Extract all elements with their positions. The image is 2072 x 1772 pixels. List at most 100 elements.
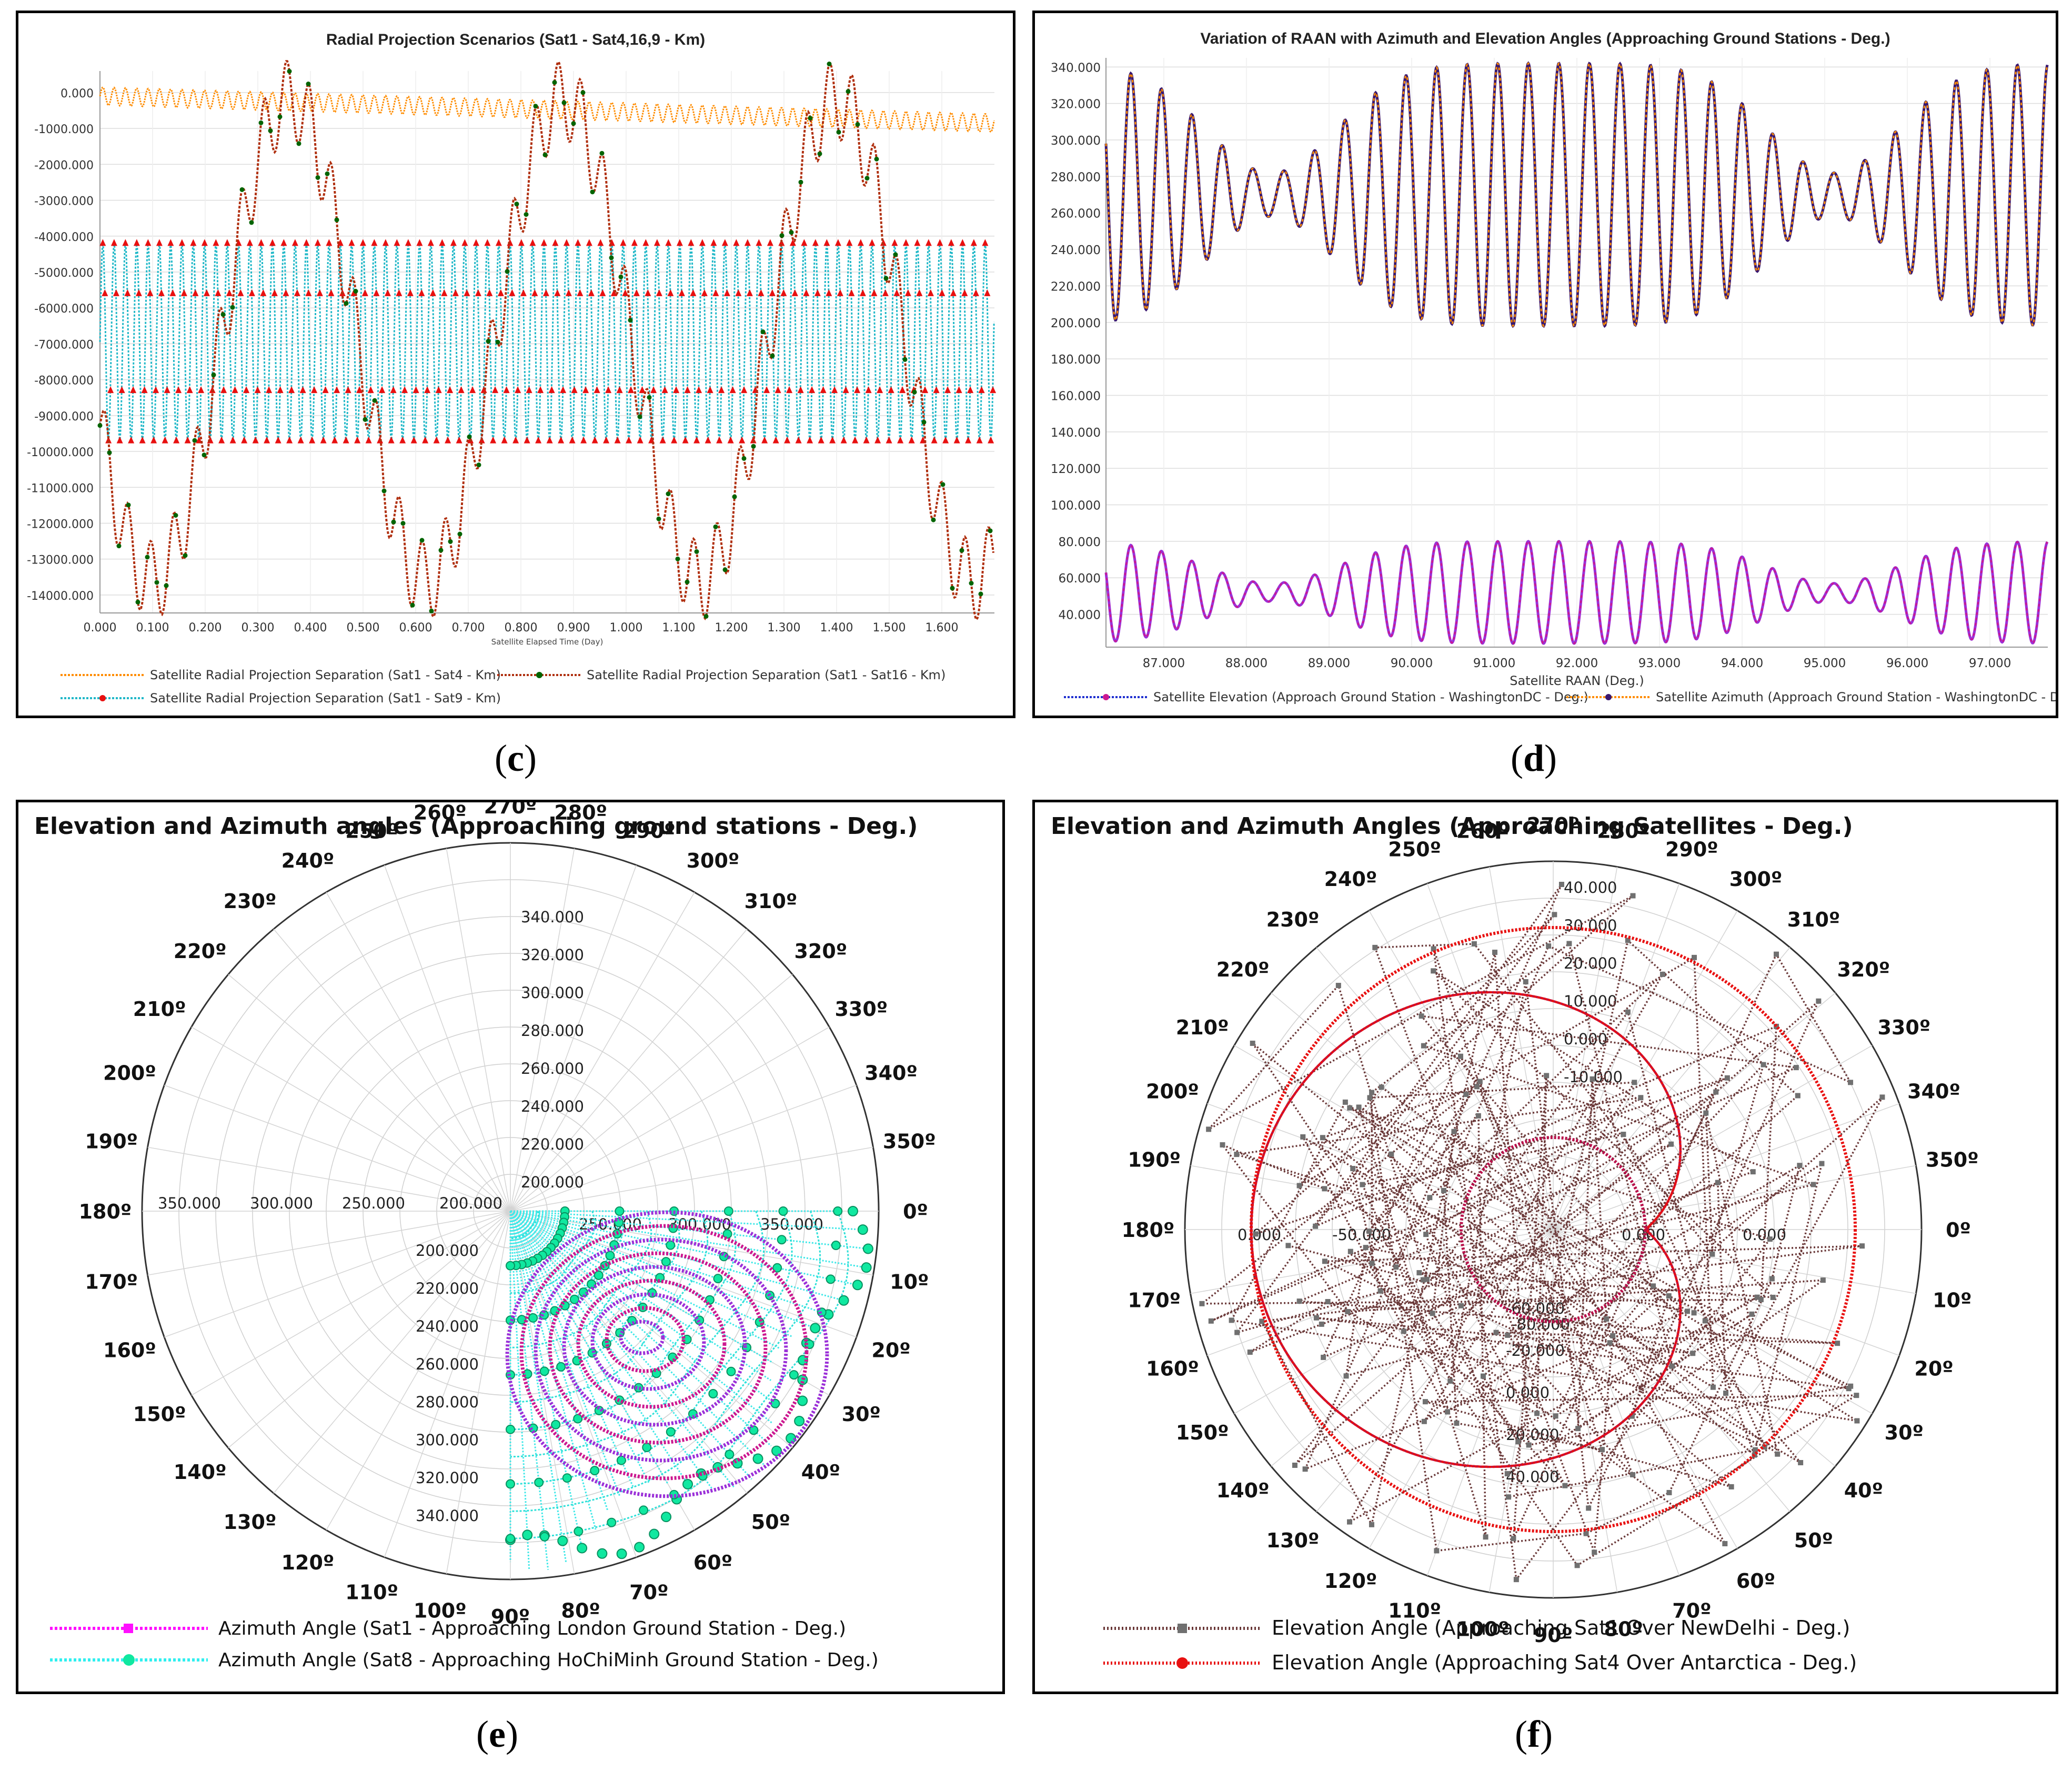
chart-c-marker-sat16 (590, 189, 595, 195)
chart-c-marker-sat9 (569, 436, 576, 444)
chart-f-newdelhi-marker (1427, 1195, 1433, 1201)
chart-c-marker-sat9 (554, 289, 561, 296)
chart-f-newdelhi-marker (1363, 1245, 1369, 1251)
chart-c-marker-sat9 (162, 436, 168, 444)
chart-f-angle-label: 260º (1456, 820, 1510, 843)
chart-c-marker-sat9 (904, 289, 911, 296)
chart-c-marker-sat9 (367, 386, 374, 394)
chart-c-marker-sat9 (271, 289, 278, 296)
chart-f-newdelhi-marker (1356, 1104, 1362, 1110)
chart-e-hcm-spoke (509, 1211, 669, 1485)
chart-c-marker-sat9 (218, 436, 225, 444)
chart-c-marker-sat9 (727, 436, 734, 444)
chart-f-newdelhi-marker (1220, 1142, 1225, 1148)
chart-c-marker-sat9 (712, 289, 719, 296)
chart-c-marker-sat16 (524, 212, 529, 217)
chart-c-marker-sat9 (133, 239, 140, 246)
chart-e-angle-label: 320º (794, 940, 847, 963)
chart-f-newdelhi-marker (1447, 1378, 1453, 1384)
chart-f-angle-label: 250º (1388, 838, 1441, 861)
chart-f-newdelhi-marker (1724, 1075, 1730, 1081)
chart-c-marker-sat9 (213, 239, 219, 246)
chart-f-newdelhi-marker (1684, 1308, 1690, 1314)
chart-e-hcm-marker (755, 1317, 765, 1327)
chart-c-marker-sat9 (693, 436, 700, 444)
chart-e-radial-down-tick: 260.000 (416, 1355, 479, 1373)
chart-c-marker-sat9 (871, 289, 878, 296)
chart-d-legend-label: Satellite Azimuth (Approach Ground Stati… (1656, 690, 2056, 704)
chart-c-marker-sat9 (837, 289, 843, 296)
chart-c-marker-sat9 (275, 436, 281, 444)
chart-f-newdelhi-marker (1441, 1187, 1446, 1193)
chart-e-hcm-spoke (510, 1210, 867, 1268)
chart-e-radial-left-tick: 300.000 (250, 1194, 313, 1212)
chart-e-spoke (326, 1211, 511, 1531)
chart-c-marker-sat9 (365, 436, 372, 444)
chart-c-marker-sat9 (260, 289, 267, 296)
chart-f-newdelhi-marker (1313, 1315, 1319, 1321)
chart-f-newdelhi-marker (1389, 1151, 1394, 1157)
chart-c-legend-label: Satellite Radial Projection Separation (… (150, 668, 501, 682)
chart-c-marker-sat9 (893, 289, 900, 296)
chart-c-marker-sat9 (413, 386, 419, 394)
chart-c-marker-sat9 (789, 239, 796, 246)
panel-label-c: (c) (495, 737, 537, 779)
chart-c-marker-sat9 (501, 436, 508, 444)
chart-f-angle-label: 290º (1665, 838, 1718, 861)
chart-c-marker-sat9 (628, 386, 635, 394)
chart-f-radial-mid-tick: 0.000 (1238, 1226, 1281, 1244)
chart-c-marker-sat9 (637, 436, 643, 444)
chart-f-newdelhi-marker (1234, 1152, 1240, 1157)
chart-e-hcm-marker (826, 1274, 836, 1284)
chart-f-radial-up-tick: 30.000 (1564, 917, 1617, 934)
chart-e-angle-label: 190º (85, 1130, 138, 1153)
chart-f-newdelhi-marker (1553, 1413, 1558, 1419)
chart-e-hcm-marker (661, 1257, 671, 1267)
chart-f-spoke (1488, 867, 1554, 1230)
chart-e-hcm-marker (634, 1542, 645, 1553)
chart-c-y-tick: -9000.000 (34, 410, 94, 424)
chart-c-x-tick: 1.200 (715, 621, 748, 635)
chart-c-marker-sat16 (230, 305, 235, 310)
chart-f-newdelhi-marker (1523, 979, 1528, 985)
chart-c-marker-sat16 (542, 152, 548, 157)
chart-e-angle-label: 100º (414, 1599, 467, 1622)
chart-e-spoke (273, 929, 511, 1212)
chart-f-newdelhi-marker (1369, 1522, 1374, 1527)
chart-f-angle-label: 130º (1266, 1529, 1320, 1552)
chart-c-marker-sat9 (492, 386, 499, 394)
panel-label-e: (e) (476, 1713, 518, 1755)
chart-f-newdelhi-marker (1723, 1391, 1729, 1396)
chart-e-hcm-marker (838, 1295, 849, 1306)
chart-c-x-tick: 0.800 (505, 621, 538, 635)
chart-c-marker-sat9 (916, 289, 923, 296)
chart-f-angle-label: 310º (1787, 908, 1840, 931)
chart-e-radial-up-tick: 240.000 (521, 1098, 584, 1115)
chart-e-spoke (191, 1211, 511, 1396)
chart-f-angle-label: 320º (1837, 958, 1890, 981)
chart-f-legend-label: Elevation Angle (Approaching Sat4 Over A… (1272, 1651, 1857, 1674)
panel-label-d: (d) (1510, 737, 1557, 779)
chart-f-newdelhi-marker (1574, 1563, 1580, 1568)
chart-c-marker-sat16 (192, 438, 197, 443)
chart-c-marker-sat9 (297, 436, 304, 444)
chart-c-marker-sat9 (294, 289, 300, 296)
chart-d-x-tick: 96.000 (1886, 657, 1928, 670)
chart-c-marker-sat9 (427, 239, 434, 246)
chart-f-radial-up-tick: 40.000 (1564, 879, 1617, 897)
chart-c-marker-sat16 (969, 581, 974, 586)
chart-c-marker-sat9 (639, 386, 646, 394)
chart-e-hcm-marker (777, 1235, 787, 1245)
chart-c-marker-sat9 (733, 239, 740, 246)
chart-e-hcm-arc (510, 1211, 709, 1403)
chart-e-hcm-marker (615, 1206, 625, 1216)
chart-d-y-tick: 240.000 (1051, 244, 1101, 257)
chart-f-spoke (1553, 1045, 1873, 1230)
chart-c-marker-sat9 (769, 289, 776, 296)
chart-f-newdelhi-marker (1526, 1442, 1532, 1448)
chart-c-marker-sat9 (565, 289, 572, 296)
chart-c-marker-sat9 (422, 436, 429, 444)
chart-f-newdelhi-marker (1666, 1489, 1672, 1495)
chart-e-radial-up-tick: 260.000 (521, 1060, 584, 1078)
chart-d-y-tick: 180.000 (1051, 353, 1101, 367)
